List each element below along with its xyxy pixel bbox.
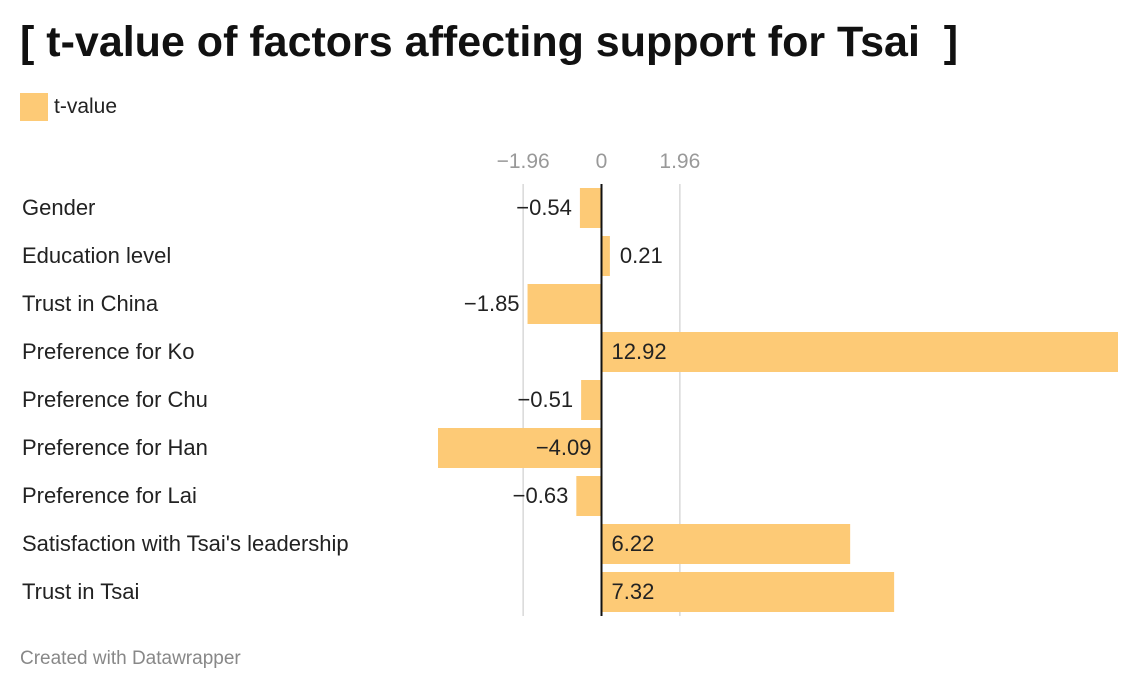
value-label: −4.09: [536, 435, 592, 460]
category-label: Satisfaction with Tsai's leadership: [22, 531, 349, 556]
x-tick-label: −1.96: [497, 150, 550, 173]
value-label: 7.32: [612, 579, 655, 604]
category-label: Gender: [22, 195, 95, 220]
value-label: −0.54: [516, 195, 572, 220]
category-label: Preference for Han: [22, 435, 208, 460]
category-label: Education level: [22, 243, 171, 268]
category-label: Trust in China: [22, 291, 159, 316]
bar: [601, 236, 610, 276]
legend-swatch: [20, 93, 48, 121]
value-label: 0.21: [620, 243, 663, 268]
bar: [579, 188, 602, 228]
bar: [576, 476, 602, 516]
value-label: −0.51: [517, 387, 573, 412]
value-label: −1.85: [464, 291, 520, 316]
bar: [527, 284, 602, 324]
footer-credit: Created with Datawrapper: [20, 648, 241, 669]
value-label: 12.92: [612, 339, 667, 364]
value-label: −0.63: [513, 483, 569, 508]
chart-title: [ t-value of factors affecting support f…: [20, 18, 959, 66]
x-tick-label: 1.96: [659, 150, 700, 173]
legend-label: t-value: [54, 95, 118, 118]
bar: [581, 380, 602, 420]
bar: [601, 572, 895, 612]
category-label: Preference for Lai: [22, 483, 197, 508]
x-tick-label: 0: [596, 150, 608, 173]
bar: [601, 332, 1118, 372]
bar-chart: −1.96 0 1.96 Gender −0.54 Education level 0.21…: [22, 150, 1118, 616]
legend: t-value: [20, 92, 117, 122]
category-label: Preference for Ko: [22, 339, 194, 364]
category-label: Trust in Tsai: [22, 579, 139, 604]
bar: [438, 428, 602, 468]
category-label: Preference for Chu: [22, 387, 208, 412]
value-label: 6.22: [612, 531, 655, 556]
bar: [601, 524, 851, 564]
